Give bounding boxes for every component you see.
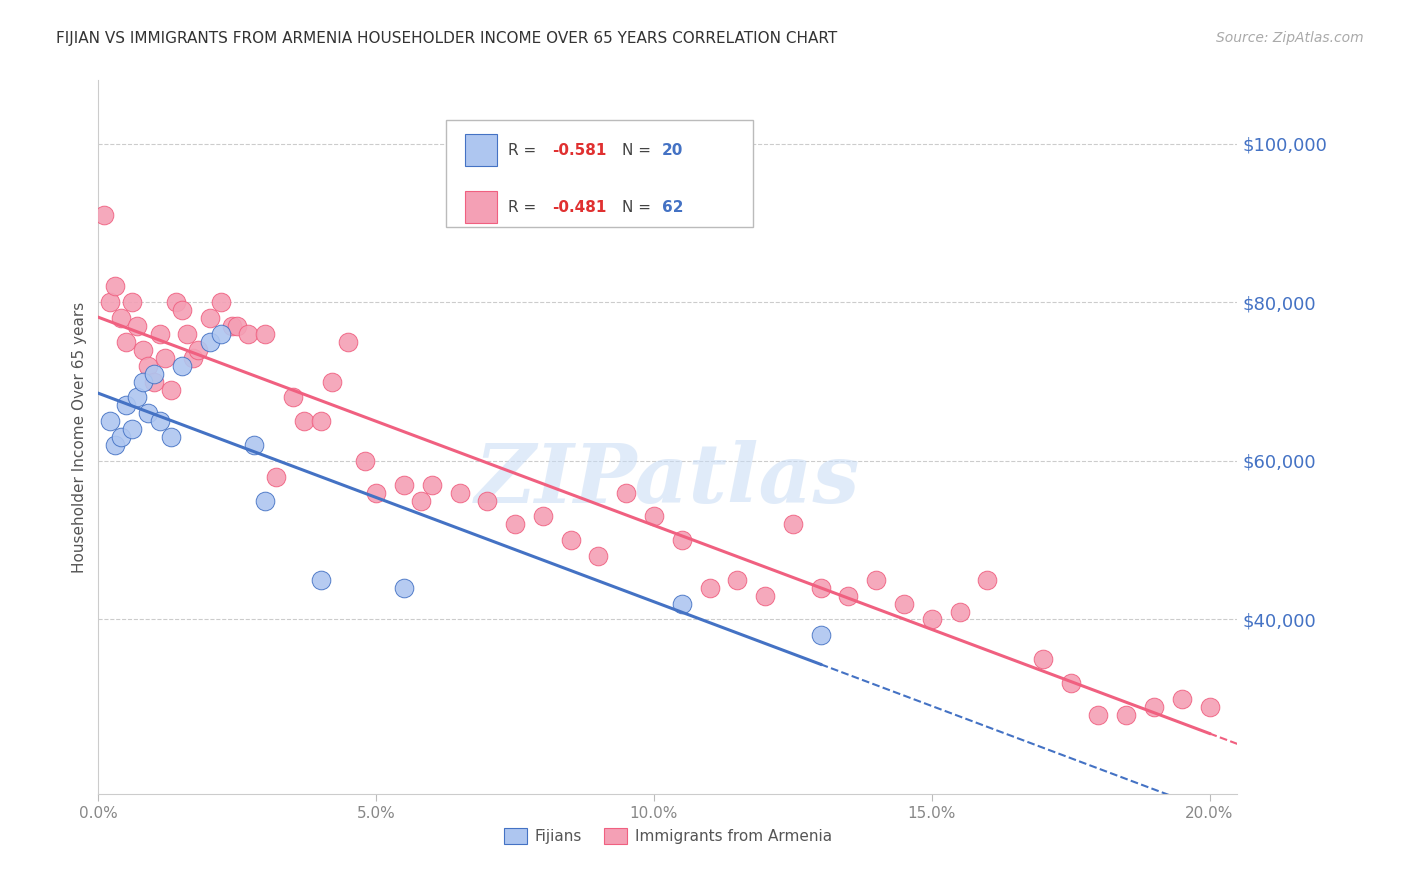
Point bbox=[309, 573, 332, 587]
Text: R =: R = bbox=[509, 143, 541, 158]
Point bbox=[865, 573, 887, 587]
Point bbox=[110, 430, 132, 444]
FancyBboxPatch shape bbox=[446, 120, 754, 227]
Point bbox=[121, 295, 143, 310]
Point bbox=[893, 597, 915, 611]
Point bbox=[153, 351, 176, 365]
Text: -0.481: -0.481 bbox=[551, 200, 606, 215]
Point bbox=[209, 326, 232, 341]
Y-axis label: Householder Income Over 65 years: Householder Income Over 65 years bbox=[72, 301, 87, 573]
Point bbox=[948, 605, 970, 619]
Point bbox=[104, 438, 127, 452]
Point bbox=[420, 477, 443, 491]
Point bbox=[226, 319, 249, 334]
Point bbox=[104, 279, 127, 293]
Text: FIJIAN VS IMMIGRANTS FROM ARMENIA HOUSEHOLDER INCOME OVER 65 YEARS CORRELATION C: FIJIAN VS IMMIGRANTS FROM ARMENIA HOUSEH… bbox=[56, 31, 838, 46]
Point bbox=[699, 581, 721, 595]
Point bbox=[243, 438, 266, 452]
Point bbox=[976, 573, 998, 587]
Point bbox=[754, 589, 776, 603]
Point bbox=[198, 311, 221, 326]
Point bbox=[159, 383, 181, 397]
Point bbox=[115, 398, 138, 412]
Point bbox=[98, 295, 121, 310]
Point bbox=[614, 485, 637, 500]
Point bbox=[1143, 699, 1166, 714]
Point bbox=[221, 319, 243, 334]
FancyBboxPatch shape bbox=[465, 191, 498, 223]
Point bbox=[254, 326, 277, 341]
Legend: Fijians, Immigrants from Armenia: Fijians, Immigrants from Armenia bbox=[498, 822, 838, 850]
Point bbox=[1170, 691, 1192, 706]
Point bbox=[810, 581, 832, 595]
Point bbox=[1198, 699, 1220, 714]
Point bbox=[392, 477, 415, 491]
Point bbox=[238, 326, 260, 341]
Point bbox=[366, 485, 388, 500]
Point bbox=[588, 549, 610, 563]
Point bbox=[477, 493, 499, 508]
Point bbox=[810, 628, 832, 642]
Point bbox=[181, 351, 204, 365]
Point bbox=[115, 334, 138, 349]
Text: 62: 62 bbox=[662, 200, 683, 215]
Point bbox=[187, 343, 209, 357]
Point bbox=[449, 485, 471, 500]
Point bbox=[110, 311, 132, 326]
Text: -0.581: -0.581 bbox=[551, 143, 606, 158]
Point bbox=[127, 391, 149, 405]
Point bbox=[132, 375, 155, 389]
Point bbox=[531, 509, 554, 524]
Point bbox=[170, 303, 193, 318]
Point bbox=[148, 414, 170, 428]
Point bbox=[127, 319, 149, 334]
Point bbox=[98, 414, 121, 428]
Point bbox=[1087, 707, 1109, 722]
Point bbox=[209, 295, 232, 310]
Point bbox=[264, 469, 287, 483]
Text: N =: N = bbox=[623, 143, 657, 158]
Point bbox=[292, 414, 315, 428]
Point bbox=[254, 493, 277, 508]
Point bbox=[643, 509, 665, 524]
Point bbox=[309, 414, 332, 428]
Point bbox=[354, 454, 377, 468]
Text: 20: 20 bbox=[662, 143, 683, 158]
FancyBboxPatch shape bbox=[465, 134, 498, 166]
Point bbox=[148, 326, 170, 341]
Point bbox=[671, 597, 693, 611]
Point bbox=[121, 422, 143, 436]
Point bbox=[503, 517, 526, 532]
Point bbox=[93, 208, 115, 222]
Point bbox=[921, 612, 943, 626]
Point bbox=[176, 326, 198, 341]
Text: Source: ZipAtlas.com: Source: ZipAtlas.com bbox=[1216, 31, 1364, 45]
Point bbox=[392, 581, 415, 595]
Point bbox=[1032, 652, 1054, 666]
Text: R =: R = bbox=[509, 200, 541, 215]
Point bbox=[837, 589, 859, 603]
Point bbox=[560, 533, 582, 548]
Point bbox=[409, 493, 432, 508]
Point bbox=[671, 533, 693, 548]
Point bbox=[159, 430, 181, 444]
Point bbox=[782, 517, 804, 532]
Point bbox=[143, 367, 166, 381]
Point bbox=[321, 375, 343, 389]
Text: ZIPatlas: ZIPatlas bbox=[475, 440, 860, 520]
Point bbox=[165, 295, 187, 310]
Point bbox=[143, 375, 166, 389]
Point bbox=[132, 343, 155, 357]
Point bbox=[1059, 676, 1081, 690]
Point bbox=[138, 359, 160, 373]
Point bbox=[725, 573, 748, 587]
Point bbox=[198, 334, 221, 349]
Point bbox=[1115, 707, 1137, 722]
Point bbox=[170, 359, 193, 373]
Point bbox=[138, 406, 160, 420]
Text: N =: N = bbox=[623, 200, 657, 215]
Point bbox=[337, 334, 360, 349]
Point bbox=[281, 391, 304, 405]
